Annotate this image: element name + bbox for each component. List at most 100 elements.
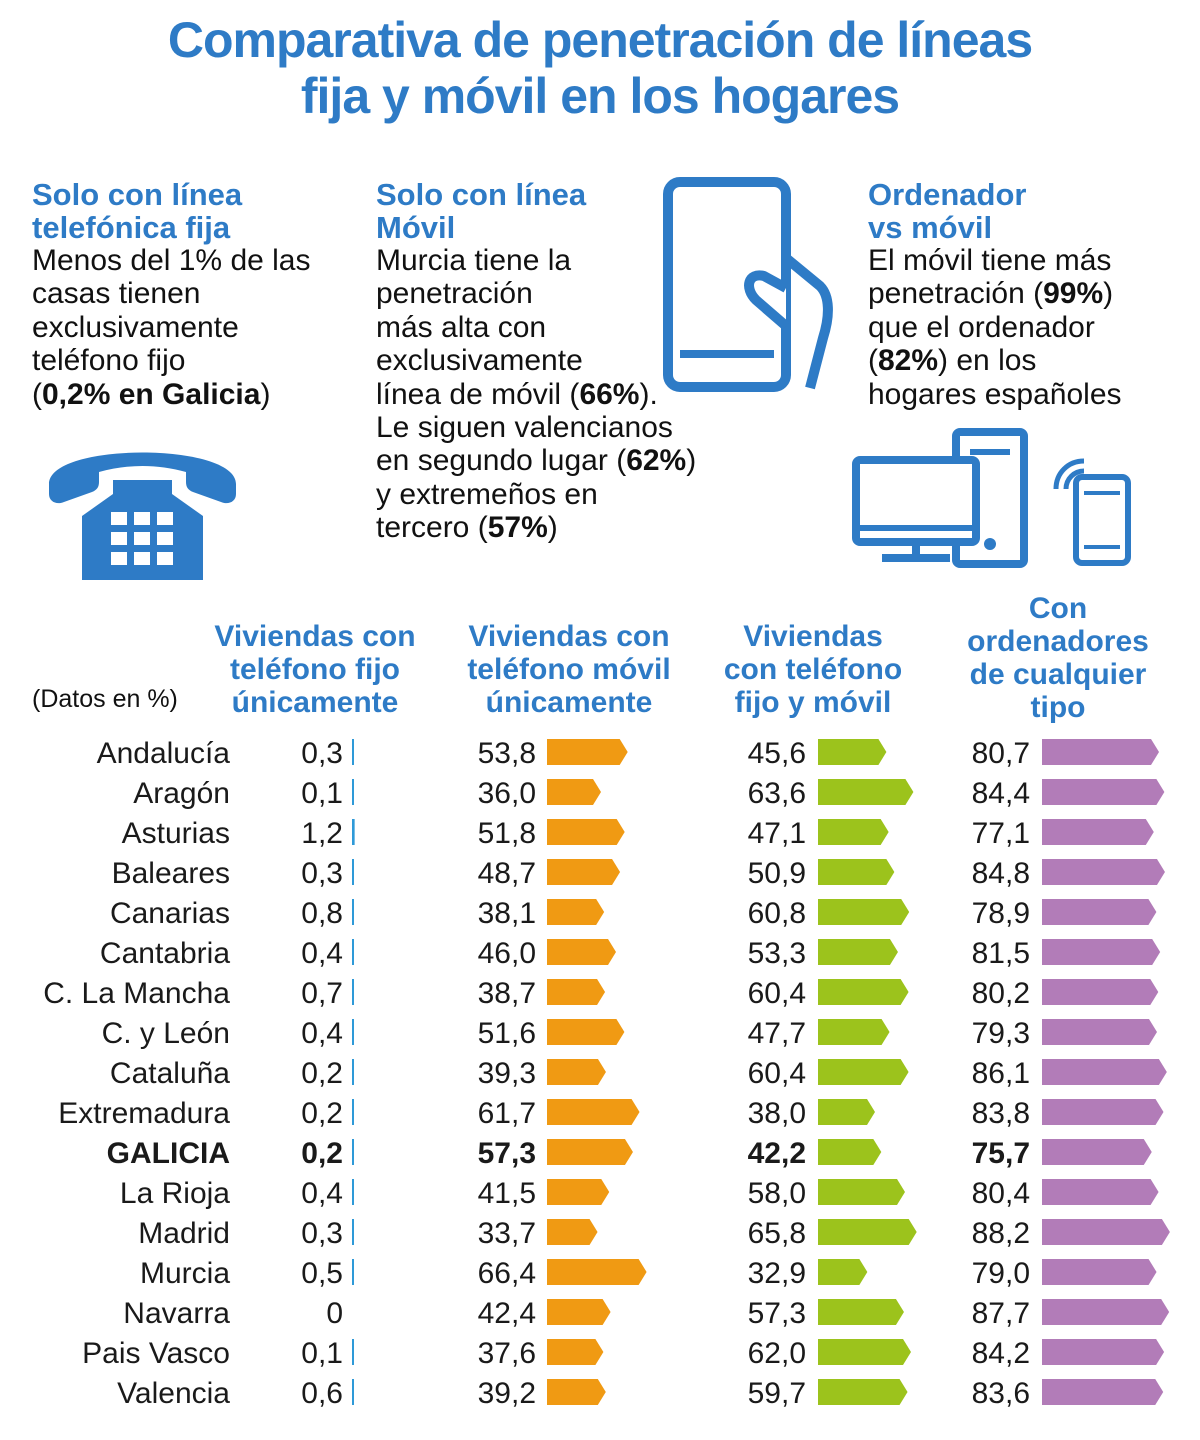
bar [352, 1059, 354, 1085]
value-label: 83,8 [972, 1097, 1030, 1130]
value-label: 32,9 [748, 1257, 806, 1290]
bar [547, 1339, 604, 1365]
bar [818, 779, 914, 805]
hand-holding-phone-icon [663, 177, 833, 392]
value-label: 45,6 [748, 737, 806, 770]
bar [547, 979, 606, 1005]
value-label: 38,0 [748, 1097, 806, 1130]
bar [547, 1299, 611, 1325]
column-heading-fijo: Viviendas con teléfono fijo únicamente [214, 620, 416, 719]
value-label: 0,4 [301, 1177, 343, 1210]
info-movil: Solo con línea Móvil Murcia tiene la pen… [376, 178, 716, 545]
value-label: 47,1 [748, 817, 806, 850]
value-label: 51,8 [478, 817, 536, 850]
bar [1042, 1019, 1157, 1045]
region-label: Navarra [123, 1297, 230, 1330]
bar [547, 1019, 625, 1045]
title-line: Comparativa de penetración de líneas [167, 12, 1033, 68]
region-label: Valencia [117, 1377, 230, 1410]
info-fijo-text: Menos del 1% de las casas tienen exclusi… [32, 244, 311, 411]
bar [1042, 859, 1165, 885]
bar [352, 939, 354, 965]
region-label: Asturias [122, 817, 230, 850]
value-label: 0,2 [301, 1137, 343, 1170]
value-label: 75,7 [972, 1137, 1030, 1170]
value-label: 78,9 [972, 897, 1030, 930]
bar [818, 1379, 908, 1405]
value-label: 47,7 [748, 1017, 806, 1050]
value-label: 80,2 [972, 977, 1030, 1010]
bar [352, 1139, 354, 1165]
value-label: 42,4 [478, 1297, 536, 1330]
bar [1042, 819, 1154, 845]
bar [818, 899, 910, 925]
bar [1042, 779, 1165, 805]
bar [352, 1339, 354, 1365]
value-label: 62,0 [748, 1337, 806, 1370]
bar [352, 1379, 354, 1405]
value-label: 41,5 [478, 1177, 536, 1210]
bar [547, 1179, 610, 1205]
bar [352, 859, 354, 885]
bar [547, 1259, 647, 1285]
value-label: 84,8 [972, 857, 1030, 890]
value-label: 53,8 [478, 737, 536, 770]
value-label: 0,1 [301, 1337, 343, 1370]
bar [818, 859, 895, 885]
value-label: 46,0 [478, 937, 536, 970]
value-label: 83,6 [972, 1377, 1030, 1410]
bar [1042, 1099, 1164, 1125]
bar [818, 739, 887, 765]
info-fijo-heading: Solo con línea telefónica fija [32, 177, 243, 245]
info-movil-heading: Solo con línea Móvil [376, 177, 587, 245]
value-label: 42,2 [748, 1137, 806, 1170]
region-label: Murcia [140, 1257, 230, 1290]
value-label: 84,2 [972, 1337, 1030, 1370]
bar [1042, 1259, 1157, 1285]
column-heading-ordenadores: Con ordenadores de cualquier tipo [967, 592, 1149, 724]
bar [547, 739, 628, 765]
desktop-computer-icon [852, 428, 1028, 568]
value-label: 33,7 [478, 1217, 536, 1250]
bar [547, 819, 625, 845]
value-label: 65,8 [748, 1217, 806, 1250]
value-label: 0,4 [301, 1017, 343, 1050]
value-label: 79,0 [972, 1257, 1030, 1290]
value-label: 86,1 [972, 1057, 1030, 1090]
value-label: 81,5 [972, 937, 1030, 970]
bar [818, 1339, 911, 1365]
bar [1042, 739, 1160, 765]
value-label: 0,3 [301, 1217, 343, 1250]
value-label: 88,2 [972, 1217, 1030, 1250]
bar [818, 979, 909, 1005]
value-label: 1,2 [301, 817, 343, 850]
bar [547, 779, 601, 805]
region-label: C. y León [102, 1017, 230, 1050]
bar [818, 1139, 882, 1165]
bar [547, 1379, 606, 1405]
info-fijo-highlight: 0,2% en Galicia [42, 377, 261, 411]
rotary-telephone-icon [49, 452, 236, 580]
title-line: fija y móvil en los hogares [300, 68, 900, 124]
bar [547, 1099, 640, 1125]
value-label: 37,6 [478, 1337, 536, 1370]
bar [818, 1019, 890, 1045]
smartphone-signal-icon [1053, 458, 1131, 566]
value-label: 53,3 [748, 937, 806, 970]
bar [547, 939, 616, 965]
bar [1042, 1219, 1170, 1245]
value-label: 38,7 [478, 977, 536, 1010]
value-label: 51,6 [478, 1017, 536, 1050]
bar [547, 899, 605, 925]
bar [818, 1099, 875, 1125]
info-ordenador-heading: Ordenador vs móvil [868, 177, 1027, 245]
bar [1042, 1339, 1165, 1365]
bar [1042, 1179, 1159, 1205]
value-label: 58,0 [748, 1177, 806, 1210]
bar [352, 819, 355, 845]
value-label: 39,3 [478, 1057, 536, 1090]
info-movil-text: Murcia tiene la penetración más alta con… [376, 244, 697, 545]
info-fijo: Solo con línea telefónica fija Menos del… [32, 178, 352, 411]
region-label: Aragón [133, 777, 230, 810]
bar [352, 779, 354, 805]
